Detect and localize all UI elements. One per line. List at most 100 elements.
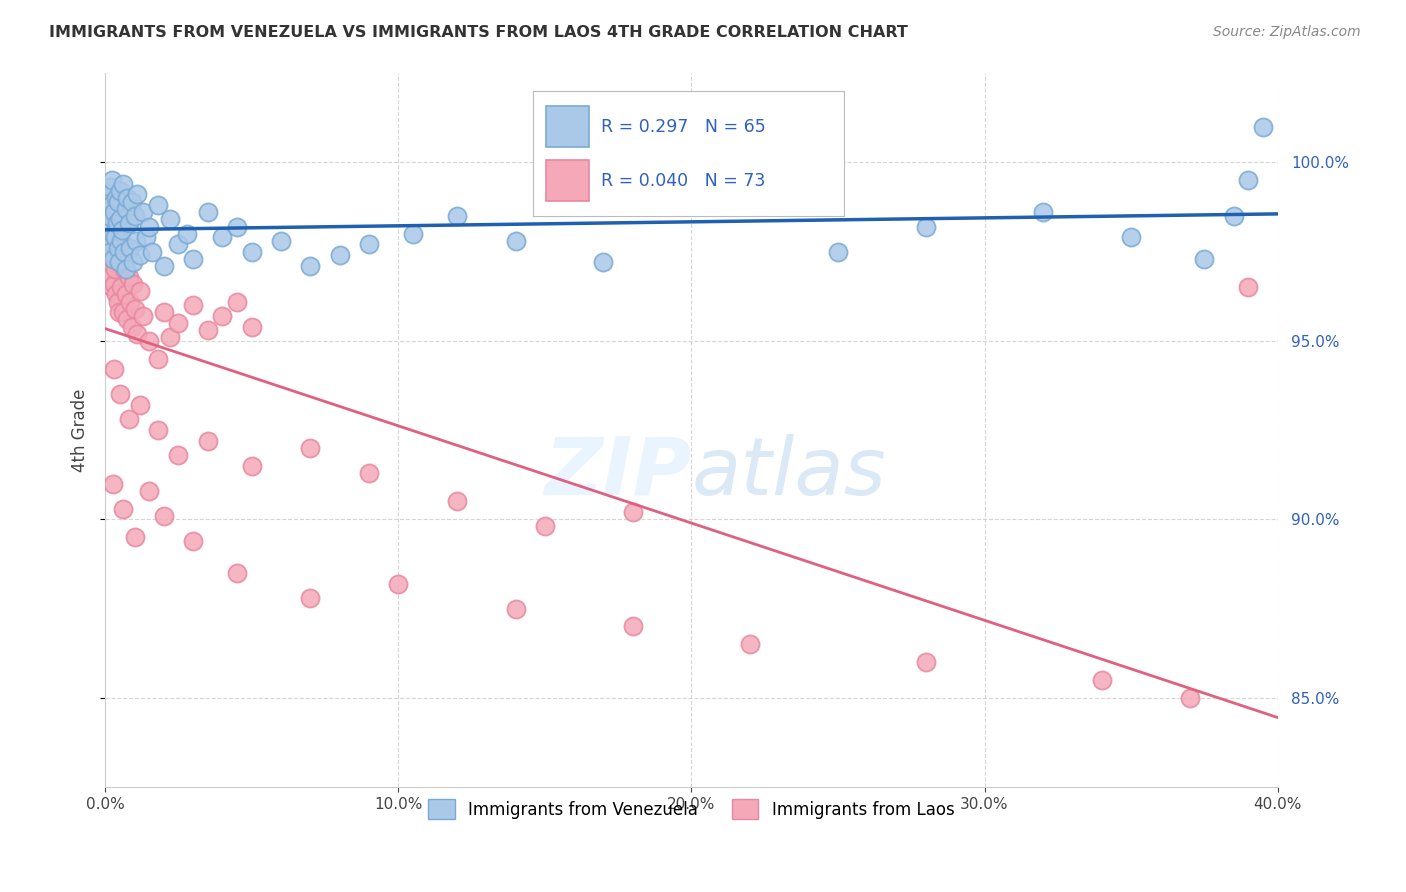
Point <box>115 191 138 205</box>
Point <box>167 448 190 462</box>
Point <box>1237 173 1260 187</box>
Point <box>167 316 190 330</box>
Point <box>107 294 129 309</box>
Point <box>1091 673 1114 687</box>
Point <box>107 241 129 255</box>
Point <box>138 483 160 498</box>
Point <box>1194 252 1216 266</box>
Legend: Immigrants from Venezuela, Immigrants from Laos: Immigrants from Venezuela, Immigrants fr… <box>422 793 962 825</box>
Point <box>96 234 118 248</box>
Point <box>108 212 131 227</box>
Point <box>1032 205 1054 219</box>
Point <box>226 294 249 309</box>
Point <box>681 198 703 212</box>
Point <box>153 305 176 319</box>
Point <box>112 262 135 277</box>
Point <box>738 637 761 651</box>
Point <box>120 241 142 255</box>
Point <box>105 234 128 248</box>
Point <box>108 255 131 269</box>
Point <box>240 319 263 334</box>
Point <box>446 209 468 223</box>
Point <box>129 398 152 412</box>
Point <box>107 194 129 209</box>
Point <box>197 205 219 219</box>
Point <box>118 216 141 230</box>
Point <box>129 284 152 298</box>
Point <box>240 458 263 473</box>
Point <box>197 323 219 337</box>
Text: atlas: atlas <box>692 434 886 512</box>
Point <box>132 205 155 219</box>
Point <box>240 244 263 259</box>
Point <box>122 277 145 291</box>
Point <box>110 280 132 294</box>
Point <box>446 494 468 508</box>
Point <box>112 244 135 259</box>
Point <box>97 219 120 234</box>
Point <box>107 244 129 259</box>
Point <box>108 305 131 319</box>
Point <box>167 237 190 252</box>
Point <box>127 187 149 202</box>
Point <box>299 441 322 455</box>
Point <box>226 566 249 580</box>
Point <box>153 259 176 273</box>
Point <box>118 412 141 426</box>
Point <box>181 533 204 548</box>
Point <box>121 194 143 209</box>
Point <box>105 216 128 230</box>
Point <box>111 501 134 516</box>
Point <box>105 191 128 205</box>
Point <box>100 198 122 212</box>
Point <box>138 334 160 348</box>
Point <box>114 202 136 216</box>
Point <box>100 255 122 269</box>
Point <box>100 173 122 187</box>
Point <box>159 330 181 344</box>
Point <box>103 277 125 291</box>
Point <box>96 219 118 234</box>
Point <box>211 309 233 323</box>
Point <box>111 177 134 191</box>
Point <box>1251 120 1274 134</box>
Point <box>104 262 127 277</box>
Point <box>621 505 644 519</box>
Point <box>115 262 138 277</box>
Point <box>357 237 380 252</box>
Point <box>141 244 163 259</box>
Point <box>96 234 118 248</box>
Point <box>827 244 849 259</box>
Point <box>114 287 136 301</box>
Point <box>127 326 149 341</box>
Point <box>121 319 143 334</box>
Point <box>100 280 122 294</box>
Point <box>329 248 352 262</box>
Point <box>110 184 132 198</box>
Point <box>1237 280 1260 294</box>
Point <box>110 234 132 248</box>
Point <box>101 227 124 241</box>
Point <box>505 601 527 615</box>
Point <box>118 269 141 284</box>
Point <box>592 255 614 269</box>
Point <box>101 476 124 491</box>
Point <box>299 591 322 605</box>
Point <box>103 205 125 219</box>
Point <box>1119 230 1142 244</box>
Point <box>98 244 121 259</box>
Point <box>96 209 118 223</box>
Point <box>146 198 169 212</box>
Point <box>111 223 134 237</box>
Point <box>1178 690 1201 705</box>
Point <box>103 362 125 376</box>
Point <box>299 259 322 273</box>
Point <box>211 230 233 244</box>
Point <box>98 269 121 284</box>
Point <box>146 351 169 366</box>
Point <box>387 576 409 591</box>
Point <box>197 434 219 448</box>
Point <box>97 209 120 223</box>
Point <box>97 187 120 202</box>
Point <box>111 305 134 319</box>
